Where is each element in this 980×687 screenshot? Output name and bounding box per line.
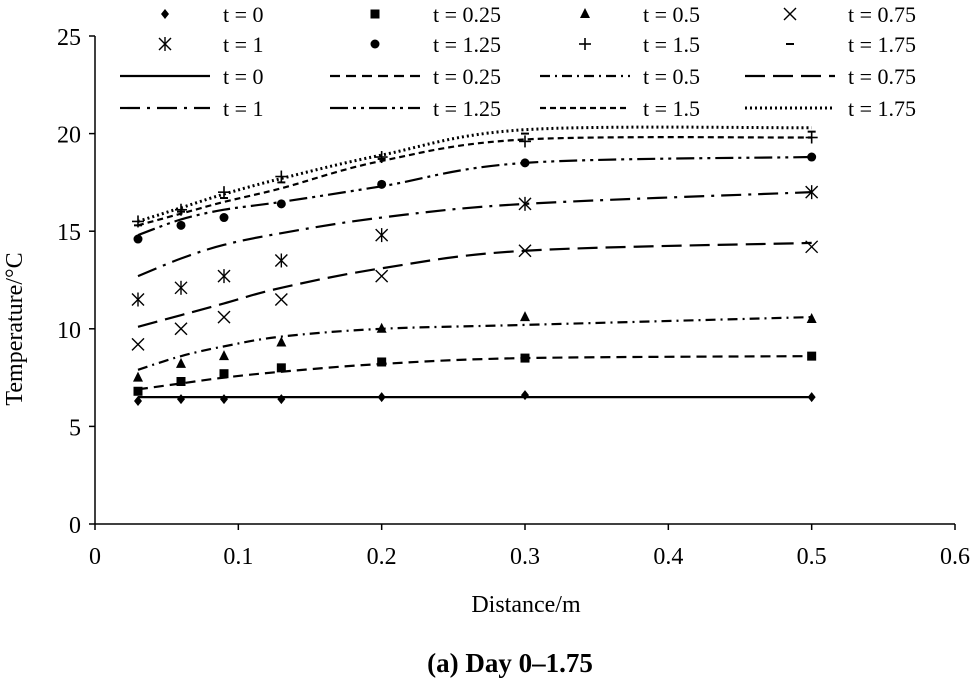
model-line-7: [137, 125, 812, 223]
legend-marker-0: [161, 9, 169, 19]
measured-point-0-6: [807, 392, 816, 403]
measured-point-4-6: [805, 185, 819, 200]
measured-point-1-3: [276, 363, 286, 373]
measured-point-2-4: [376, 322, 387, 333]
model-line-5: [137, 155, 812, 237]
legend: t = 0 t = 0.25 t = 0.5 t = 0.75 t = 1 t = 1.2…: [120, 2, 916, 121]
y-tick-label: 5: [69, 415, 81, 441]
measured-point-6-3: [275, 170, 288, 183]
measured-point-5-6: [807, 152, 817, 162]
measured-point-3-6: [805, 240, 819, 254]
legend-marker-3: [783, 7, 797, 21]
measured-markers: [131, 130, 819, 407]
x-tick-label: 0.5: [797, 544, 827, 570]
measured-point-6-6: [805, 131, 818, 144]
legend-label-measured-6: t = 1.5: [643, 32, 700, 57]
measured-point-5-1: [176, 220, 186, 230]
measured-point-6-4: [375, 151, 388, 164]
legend-marker-4: [158, 37, 172, 51]
legend-label-measured-2: t = 0.5: [643, 2, 700, 27]
legend-label-model-6: t = 1.5: [643, 96, 700, 121]
model-line-1: [137, 355, 812, 391]
measured-point-5-3: [276, 199, 286, 209]
x-tick-label: 0: [89, 544, 101, 570]
measured-point-0-2: [220, 394, 228, 405]
measured-point-0-3: [277, 394, 286, 405]
measured-point-2-0: [133, 371, 143, 382]
measured-point-2-5: [520, 311, 530, 322]
legend-label-measured-7: t = 1.75: [848, 32, 916, 57]
measured-point-3-5: [518, 244, 532, 258]
measured-point-2-3: [276, 336, 287, 347]
x-tick-label: 0.4: [653, 544, 683, 570]
legend-label-model-4: t = 1: [223, 96, 264, 121]
measured-point-5-2: [219, 213, 229, 223]
x-tick-label: 0.2: [367, 544, 397, 570]
measured-point-4-2: [217, 269, 231, 284]
legend-label-model-5: t = 1.25: [433, 96, 501, 121]
model-line-6: [137, 136, 812, 227]
y-tick-label: 0: [69, 513, 81, 539]
measured-point-2-6: [806, 313, 817, 324]
measured-point-3-4: [375, 269, 389, 283]
measured-point-4-1: [174, 280, 188, 295]
measured-point-1-1: [176, 377, 186, 387]
measured-point-5-0: [133, 234, 143, 244]
legend-marker-2: [580, 8, 590, 18]
legend-label-model-7: t = 1.75: [848, 96, 916, 121]
x-tick-label: 0.3: [510, 544, 540, 570]
measured-point-0-5: [521, 390, 529, 401]
legend-label-measured-3: t = 0.75: [848, 2, 916, 27]
measured-point-3-0: [131, 337, 145, 351]
measured-point-3-2: [217, 310, 231, 324]
legend-label-model-1: t = 0.25: [433, 64, 501, 89]
legend-label-model-2: t = 0.5: [643, 64, 700, 89]
model-line-3: [137, 241, 812, 328]
measured-point-6-5: [519, 135, 531, 148]
measured-point-0-1: [177, 394, 185, 405]
measured-point-6-1: [175, 203, 187, 216]
legend-label-measured-5: t = 1.25: [433, 32, 501, 57]
x-tick-label: 0.1: [223, 544, 253, 570]
y-tick-label: 20: [57, 123, 81, 149]
legend-marker-1: [370, 9, 380, 19]
figure-caption: (a) Day 0–1.75: [427, 648, 593, 678]
measured-point-4-5: [518, 196, 532, 211]
x-tick-label: 0.6: [940, 544, 970, 570]
measured-point-0-4: [377, 392, 386, 403]
legend-label-model-3: t = 0.75: [848, 64, 916, 89]
measured-point-1-6: [807, 351, 817, 361]
measured-point-4-0: [131, 292, 145, 307]
measured-point-3-3: [274, 293, 288, 307]
legend-marker-5: [370, 39, 380, 49]
x-axis-title: Distance/m: [471, 592, 581, 618]
measured-point-5-5: [520, 158, 530, 168]
measured-point-2-2: [219, 350, 229, 361]
measured-point-0-0: [134, 396, 142, 407]
y-tick-label: 25: [57, 25, 81, 51]
model-line-4: [137, 191, 812, 278]
measured-point-1-5: [520, 353, 530, 363]
legend-marker-6: [579, 38, 591, 50]
measured-point-1-0: [133, 386, 143, 396]
y-tick-label: 10: [57, 318, 81, 344]
y-axis-title: Temperature/°C: [2, 252, 28, 405]
measured-point-4-4: [375, 228, 389, 243]
measured-point-3-1: [174, 322, 188, 336]
measured-point-1-2: [219, 369, 229, 379]
measured-point-5-4: [377, 179, 387, 189]
legend-label-model-0: t = 0: [223, 64, 264, 89]
legend-label-measured-0: t = 0: [223, 2, 264, 27]
model-lines: [137, 125, 812, 399]
measured-point-6-2: [218, 186, 230, 199]
measured-point-1-4: [377, 357, 387, 367]
legend-label-measured-4: t = 1: [223, 32, 264, 57]
axes: 0 0.1 0.2 0.3 0.4 0.5 0.6 0 5 10 15 20 25: [57, 25, 970, 570]
legend-label-measured-1: t = 0.25: [433, 2, 501, 27]
model-line-2: [137, 315, 812, 371]
measured-point-4-3: [274, 253, 288, 268]
y-tick-label: 15: [57, 220, 81, 246]
measured-point-2-1: [176, 357, 186, 368]
